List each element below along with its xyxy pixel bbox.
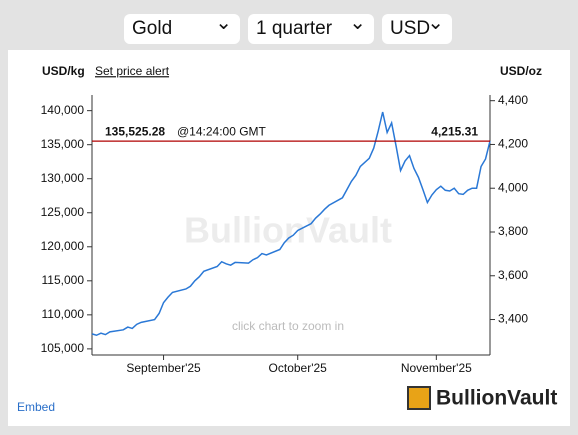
watermark: BullionVault — [184, 210, 392, 251]
current-time: @14:24:00 GMT — [177, 124, 267, 138]
y-tick-label: 125,000 — [41, 205, 85, 219]
y-tick-label: 130,000 — [41, 171, 85, 185]
current-price-oz: 4,215.31 — [431, 124, 478, 138]
logo-icon — [407, 386, 431, 410]
current-price-kg: 135,525.28 — [105, 124, 165, 138]
y-tick-label: 110,000 — [42, 307, 85, 321]
currency-select[interactable]: USD — [382, 8, 452, 44]
y-axis-title: USD/kg — [42, 64, 85, 78]
metal-select[interactable]: Gold — [124, 8, 240, 44]
y-tick-label: 120,000 — [41, 239, 85, 253]
y-tick-label: 135,000 — [41, 137, 85, 151]
y2-tick-label: 3,800 — [498, 224, 528, 238]
y-tick-label: 140,000 — [41, 103, 85, 117]
y2-tick-label: 4,400 — [498, 93, 528, 107]
y2-tick-label: 4,200 — [498, 137, 528, 151]
y2-tick-label: 3,600 — [498, 268, 528, 282]
y2-axis-title: USD/oz — [500, 64, 542, 78]
x-tick-label: October'25 — [269, 361, 328, 375]
period-select[interactable]: 1 quarter — [248, 8, 374, 44]
x-tick-label: September'25 — [126, 361, 201, 375]
zoom-hint: click chart to zoom in — [232, 319, 344, 333]
y-tick-label: 115,000 — [42, 273, 85, 287]
logo-text: BullionVault — [436, 387, 557, 410]
y2-tick-label: 3,400 — [498, 312, 528, 326]
price-line — [91, 111, 491, 337]
x-tick-label: November'25 — [401, 361, 472, 375]
y2-tick-label: 4,000 — [498, 180, 528, 194]
alert-link[interactable]: Set price alert — [95, 64, 170, 78]
y-tick-label: 105,000 — [41, 341, 85, 355]
embed-link[interactable]: Embed — [17, 400, 55, 414]
